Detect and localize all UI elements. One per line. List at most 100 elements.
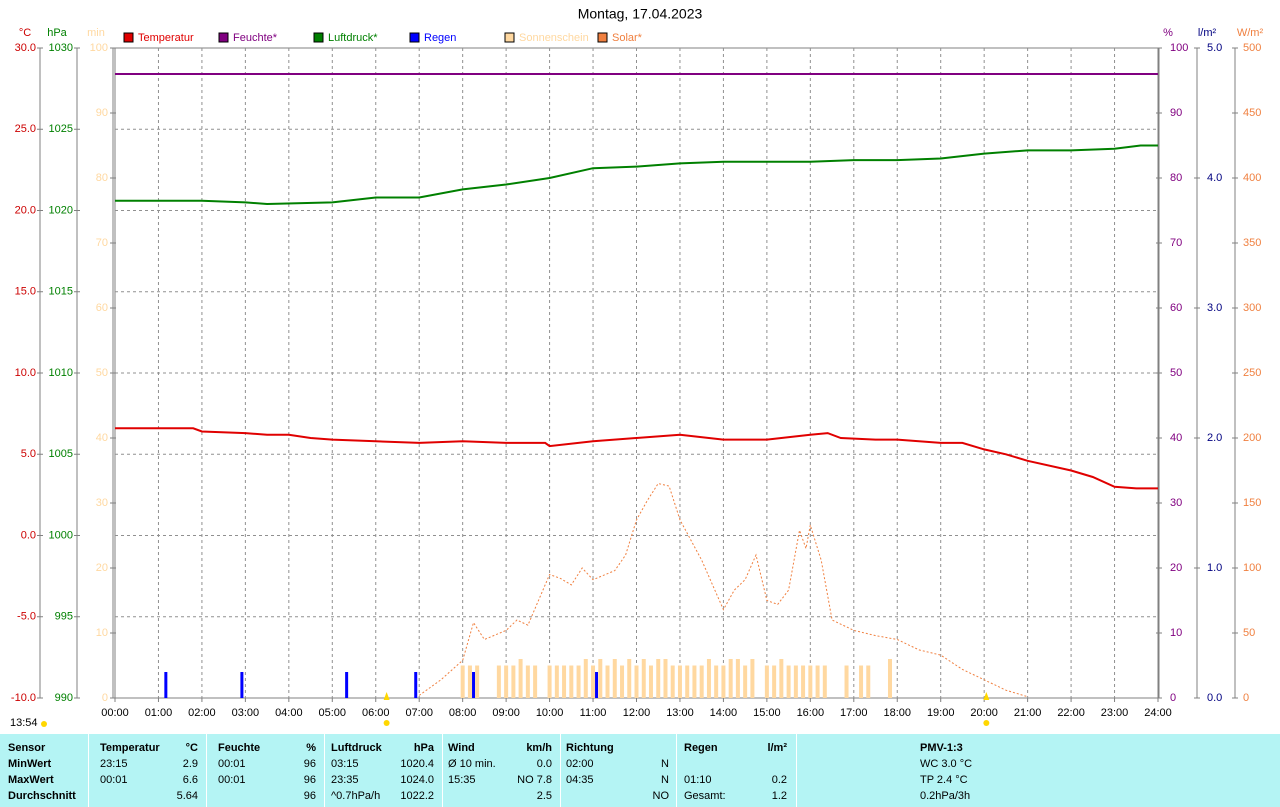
table-cell: 01:10 bbox=[684, 774, 712, 786]
x-tick-label: 17:00 bbox=[840, 707, 868, 719]
legend-label: Regen bbox=[424, 32, 456, 44]
bar bbox=[518, 659, 523, 698]
y-tick-label: 1020 bbox=[49, 204, 73, 216]
x-tick-label: 07:00 bbox=[405, 707, 433, 719]
sun-mark bbox=[383, 692, 390, 700]
y-tick-label: 350 bbox=[1243, 237, 1261, 249]
bar bbox=[815, 665, 820, 698]
bar bbox=[620, 665, 625, 698]
y-tick-label: 40 bbox=[1170, 432, 1182, 444]
chart: Montag, 17.04.2023 °C -10.0 -5.0 0.0 5.0 10.0… bbox=[10, 6, 1264, 729]
bar bbox=[460, 665, 465, 698]
bar bbox=[569, 665, 574, 698]
table-cell: 00:01 bbox=[218, 774, 246, 786]
bar bbox=[822, 665, 827, 698]
bar bbox=[866, 665, 871, 698]
axis-unit: min bbox=[87, 27, 105, 39]
table-cell: Wind bbox=[448, 742, 475, 754]
table-cell: l/m² bbox=[767, 742, 787, 754]
x-tick-label: 02:00 bbox=[188, 707, 216, 719]
y-tick-label: 100 bbox=[90, 42, 108, 54]
bar bbox=[663, 659, 668, 698]
table-cell: 00:01 bbox=[218, 758, 246, 770]
bar bbox=[648, 665, 653, 698]
bar bbox=[598, 659, 603, 698]
daylight-label: 13:54 bbox=[10, 717, 38, 729]
table-cell: 0.2 bbox=[771, 774, 787, 786]
table-cell: 04:35 bbox=[566, 774, 594, 786]
x-tick-label: 05:00 bbox=[319, 707, 347, 719]
bar bbox=[345, 672, 349, 698]
x-tick-label: 20:00 bbox=[970, 707, 998, 719]
y-tick-label: 1015 bbox=[49, 286, 73, 298]
y-tick-label: 90 bbox=[96, 107, 108, 119]
table-cell: hPa bbox=[413, 742, 434, 754]
y-tick-label: -10.0 bbox=[11, 692, 36, 704]
table-cell: 03:15 bbox=[331, 758, 359, 770]
bar bbox=[699, 665, 704, 698]
table-cell: 0.0 bbox=[536, 758, 552, 770]
bar bbox=[721, 665, 726, 698]
y-tick-label: 0 bbox=[1170, 692, 1176, 704]
column-separator bbox=[676, 734, 677, 807]
table-cell: TP 2.4 °C bbox=[920, 774, 968, 786]
bar bbox=[764, 665, 769, 698]
y-tick-label: 50 bbox=[1243, 627, 1255, 639]
y-tick-label: 300 bbox=[1243, 302, 1261, 314]
table-cell: 02:00 bbox=[566, 758, 594, 770]
table-cell: 96 bbox=[303, 774, 316, 786]
y-tick-label: 70 bbox=[96, 237, 108, 249]
y-tick-label: 500 bbox=[1243, 42, 1261, 54]
column-separator bbox=[206, 734, 207, 807]
bar bbox=[685, 665, 690, 698]
axis-unit: hPa bbox=[47, 27, 67, 39]
bar bbox=[595, 672, 599, 698]
y-tick-label: 1010 bbox=[49, 367, 73, 379]
table-cell: 00:01 bbox=[100, 774, 128, 786]
y-tick-label: 100 bbox=[1243, 562, 1261, 574]
table-cell: °C bbox=[185, 742, 198, 754]
x-tick-label: 04:00 bbox=[275, 707, 303, 719]
axis-unit: W/m² bbox=[1237, 27, 1264, 39]
table-cell: 96 bbox=[303, 758, 316, 770]
y-tick-label: 30 bbox=[1170, 497, 1182, 509]
legend-label: Feuchte* bbox=[233, 32, 278, 44]
bar bbox=[525, 665, 530, 698]
table-cell: NO bbox=[652, 790, 670, 802]
column-separator bbox=[324, 734, 325, 807]
bar bbox=[887, 659, 892, 698]
legend-label: Solar* bbox=[612, 32, 643, 44]
bar bbox=[743, 665, 748, 698]
table-cell: 96 bbox=[303, 790, 316, 802]
y-tick-label: 25.0 bbox=[15, 123, 36, 135]
legend-label: Temperatur bbox=[138, 32, 194, 44]
bar bbox=[714, 665, 719, 698]
table-cell: 1020.4 bbox=[400, 758, 434, 770]
bar bbox=[670, 665, 675, 698]
bar bbox=[750, 659, 755, 698]
y-tick-label: 80 bbox=[1170, 172, 1182, 184]
bar bbox=[562, 665, 567, 698]
bar bbox=[728, 659, 733, 698]
bar bbox=[634, 665, 639, 698]
table-cell: Richtung bbox=[566, 742, 614, 754]
table-cell: 5.64 bbox=[176, 790, 198, 802]
y-tick-label: -5.0 bbox=[17, 611, 36, 623]
legend-swatch bbox=[218, 32, 229, 43]
table-cell: km/h bbox=[526, 742, 552, 754]
table-cell: MaxWert bbox=[8, 774, 54, 786]
y-tick-label: 1005 bbox=[49, 448, 73, 460]
table-cell: Regen bbox=[684, 742, 718, 754]
column-separator bbox=[88, 734, 89, 807]
legend-swatch bbox=[123, 32, 134, 43]
table-cell: 23:35 bbox=[331, 774, 359, 786]
table-cell: Sensor bbox=[8, 742, 46, 754]
y-tick-label: 1025 bbox=[49, 123, 73, 135]
bar bbox=[612, 659, 617, 698]
x-tick-label: 24:00 bbox=[1144, 707, 1172, 719]
bar bbox=[706, 659, 711, 698]
y-tick-label: 10 bbox=[1170, 627, 1182, 639]
x-tick-label: 10:00 bbox=[536, 707, 564, 719]
table-cell: Temperatur bbox=[100, 742, 160, 754]
